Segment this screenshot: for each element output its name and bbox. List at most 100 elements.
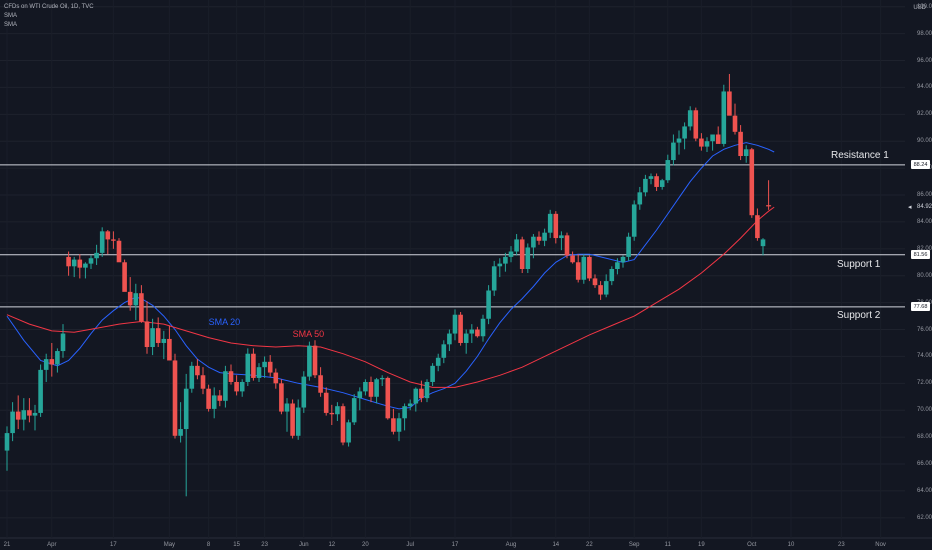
candle-body[interactable] xyxy=(318,375,323,393)
candle-body[interactable] xyxy=(536,236,542,241)
candle-body[interactable] xyxy=(654,176,659,187)
candle-body[interactable] xyxy=(139,293,144,322)
candle-body[interactable] xyxy=(413,388,419,404)
candle-body[interactable] xyxy=(357,391,363,399)
candle-body[interactable] xyxy=(469,329,475,334)
candle-body[interactable] xyxy=(234,381,239,392)
candle-body[interactable] xyxy=(693,110,699,139)
candle-body[interactable] xyxy=(704,141,710,147)
candle-body[interactable] xyxy=(570,255,575,263)
candle-body[interactable] xyxy=(245,353,251,382)
candle-body[interactable] xyxy=(676,138,682,143)
candle-body[interactable] xyxy=(21,410,27,420)
candle-body[interactable] xyxy=(43,359,49,370)
candle-body[interactable] xyxy=(609,269,615,282)
candle-body[interactable] xyxy=(379,377,385,380)
candle-body[interactable] xyxy=(519,239,525,269)
candle-body[interactable] xyxy=(335,406,340,415)
candle-body[interactable] xyxy=(363,381,368,392)
candle-body[interactable] xyxy=(150,328,155,348)
candle-body[interactable] xyxy=(329,412,335,415)
candle-body[interactable] xyxy=(223,371,228,401)
candle-body[interactable] xyxy=(195,365,200,376)
candle-body[interactable] xyxy=(615,262,620,269)
candle-body[interactable] xyxy=(419,388,424,399)
candle-body[interactable] xyxy=(637,192,643,205)
candle-body[interactable] xyxy=(4,433,10,451)
candle-body[interactable] xyxy=(687,110,693,127)
candle-body[interactable] xyxy=(598,285,603,295)
candle-body[interactable] xyxy=(564,235,570,256)
candle-body[interactable] xyxy=(531,236,536,248)
candle-body[interactable] xyxy=(547,213,553,233)
candle-body[interactable] xyxy=(553,213,559,239)
candle-body[interactable] xyxy=(514,239,519,252)
candle-body[interactable] xyxy=(732,115,738,132)
candle-body[interactable] xyxy=(396,418,402,432)
candle-body[interactable] xyxy=(206,388,211,409)
candle-body[interactable] xyxy=(122,262,127,292)
candle-body[interactable] xyxy=(49,359,55,365)
candle-body[interactable] xyxy=(262,361,267,368)
candle-body[interactable] xyxy=(66,256,71,267)
candle-body[interactable] xyxy=(251,353,256,378)
candle-body[interactable] xyxy=(94,252,99,259)
candle-body[interactable] xyxy=(228,371,234,382)
candle-body[interactable] xyxy=(77,259,83,268)
candle-body[interactable] xyxy=(441,344,447,358)
candle-body[interactable] xyxy=(480,318,486,337)
candle-body[interactable] xyxy=(368,381,374,397)
candle-body[interactable] xyxy=(743,149,749,157)
candle-body[interactable] xyxy=(105,231,111,240)
candle-body[interactable] xyxy=(32,412,38,416)
candle-body[interactable] xyxy=(643,178,648,193)
candle-body[interactable] xyxy=(581,256,587,280)
candle-body[interactable] xyxy=(497,263,503,267)
candle-body[interactable] xyxy=(155,328,161,343)
candle-body[interactable] xyxy=(374,379,379,397)
candle-body[interactable] xyxy=(749,149,755,216)
candle-body[interactable] xyxy=(83,263,88,268)
candle-body[interactable] xyxy=(626,236,631,257)
candle-body[interactable] xyxy=(385,377,391,419)
candle-body[interactable] xyxy=(340,406,346,443)
candle-body[interactable] xyxy=(200,375,206,389)
candle-body[interactable] xyxy=(211,395,217,409)
candle-body[interactable] xyxy=(10,411,15,434)
candle-body[interactable] xyxy=(402,406,407,419)
candle-body[interactable] xyxy=(391,418,396,432)
candle-body[interactable] xyxy=(671,142,676,161)
candle-body[interactable] xyxy=(575,262,581,280)
candle-body[interactable] xyxy=(15,411,21,420)
candle-body[interactable] xyxy=(682,126,687,139)
candle-body[interactable] xyxy=(295,407,301,436)
candle-body[interactable] xyxy=(88,258,94,264)
candle-body[interactable] xyxy=(710,134,715,142)
indicator-sma-2[interactable]: SMA xyxy=(4,22,18,28)
candle-body[interactable] xyxy=(111,239,116,241)
candle-body[interactable] xyxy=(267,361,273,373)
candle-body[interactable] xyxy=(424,381,430,399)
candle-body[interactable] xyxy=(715,134,721,144)
candle-body[interactable] xyxy=(721,91,727,144)
candle-body[interactable] xyxy=(71,259,77,267)
candle-body[interactable] xyxy=(631,204,637,237)
candle-body[interactable] xyxy=(167,338,172,361)
candle-body[interactable] xyxy=(475,329,480,337)
candle-body[interactable] xyxy=(559,235,564,239)
candle-body[interactable] xyxy=(284,403,290,412)
candle-body[interactable] xyxy=(217,395,223,401)
candle-body[interactable] xyxy=(452,314,458,334)
candle-body[interactable] xyxy=(755,215,760,239)
candle-body[interactable] xyxy=(256,367,262,378)
candle-body[interactable] xyxy=(323,392,329,413)
candle-body[interactable] xyxy=(161,338,167,343)
candle-body[interactable] xyxy=(351,398,357,423)
candle-body[interactable] xyxy=(346,422,351,443)
candle-body[interactable] xyxy=(486,290,491,319)
candle-body[interactable] xyxy=(738,131,743,157)
candle-body[interactable] xyxy=(592,278,598,286)
candle-body[interactable] xyxy=(27,410,32,416)
candle-body[interactable] xyxy=(620,256,626,263)
